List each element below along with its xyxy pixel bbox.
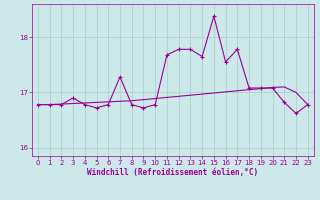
X-axis label: Windchill (Refroidissement éolien,°C): Windchill (Refroidissement éolien,°C) [87,168,258,177]
